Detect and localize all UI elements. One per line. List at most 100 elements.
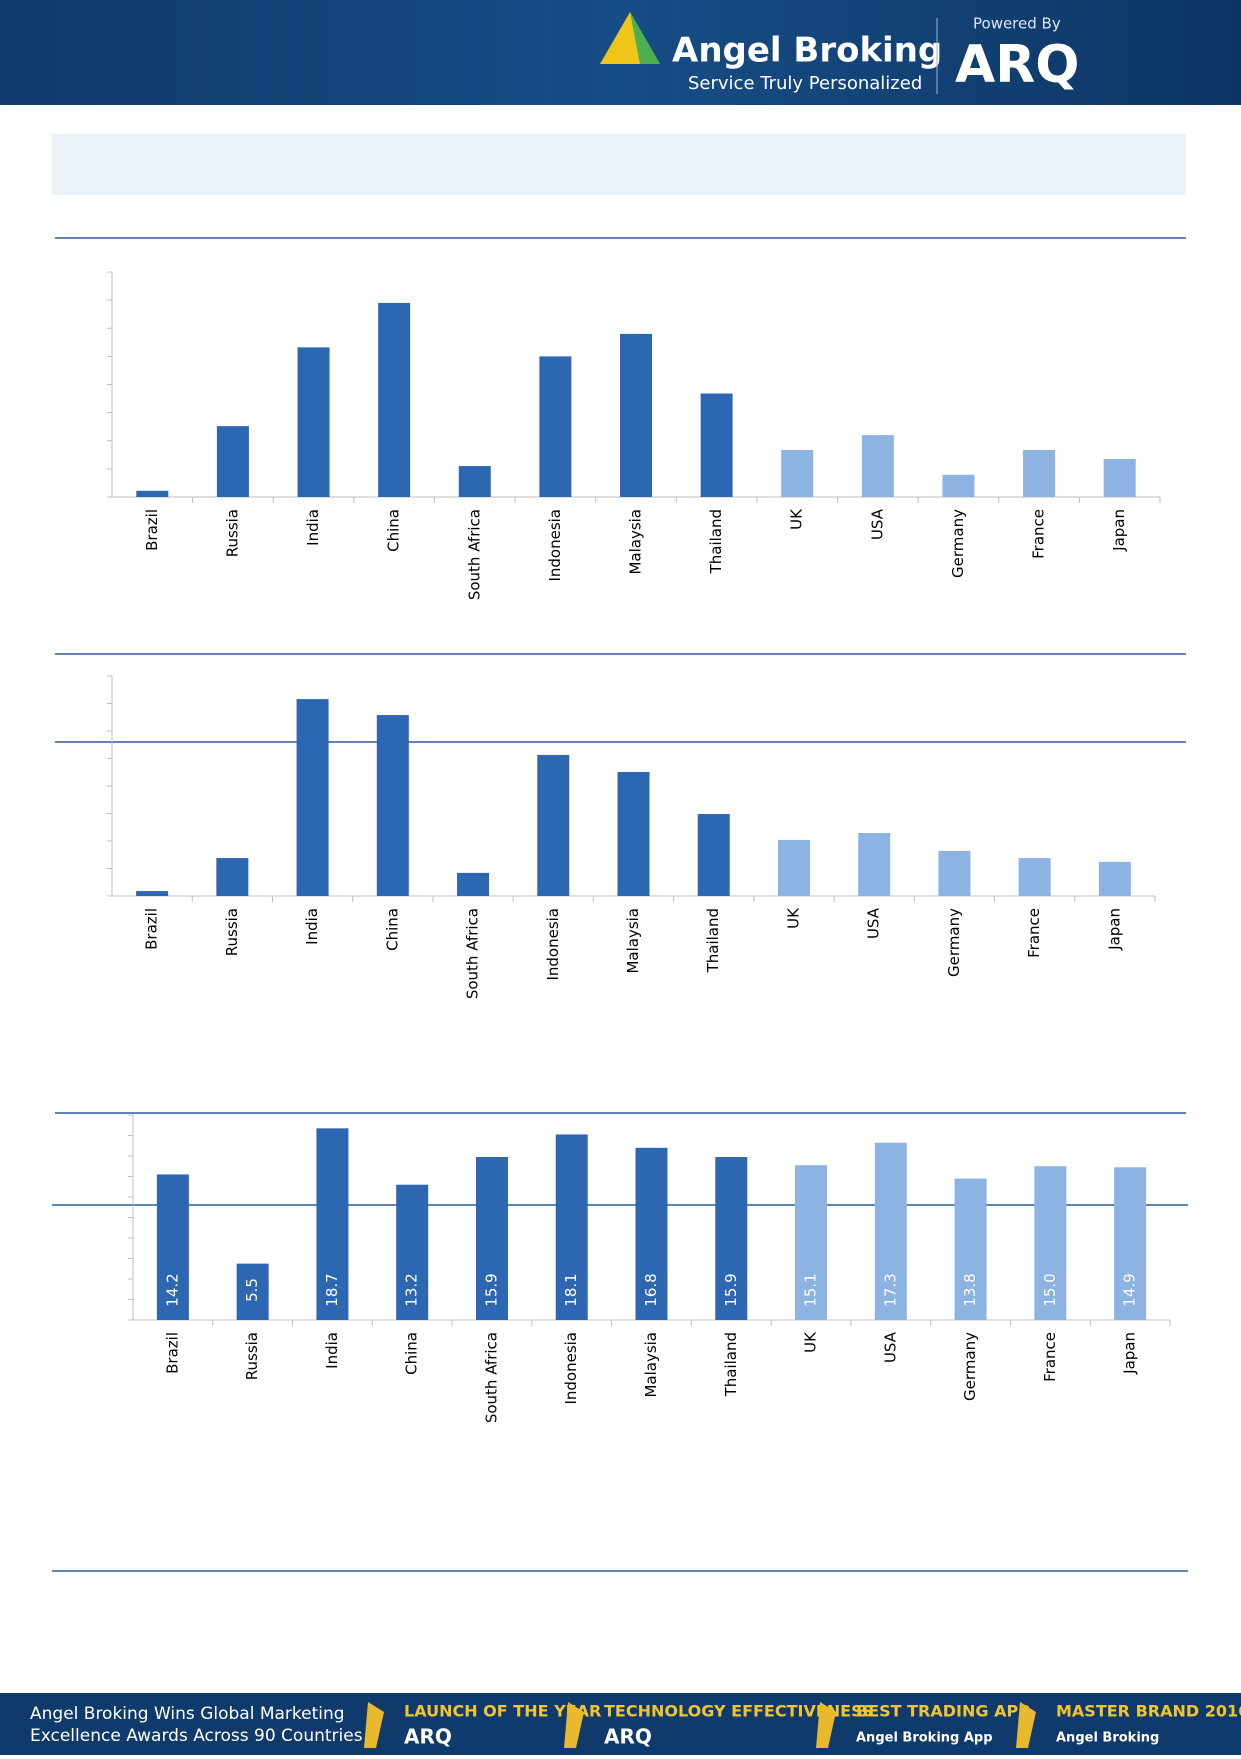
data-label: 18.7 xyxy=(323,1273,341,1306)
x-tick-label: Brazil xyxy=(143,509,161,551)
footer-banner xyxy=(0,1693,1241,1755)
x-tick-label: France xyxy=(1041,1332,1059,1382)
x-tick-label: Russia xyxy=(223,908,241,956)
x-tick-label: South Africa xyxy=(465,509,483,600)
x-tick-label: Malaysia xyxy=(624,908,642,974)
x-tick-label: UK xyxy=(802,1331,820,1353)
powered-by: Powered By xyxy=(973,15,1061,33)
bar xyxy=(236,1263,269,1320)
data-label: 14.2 xyxy=(163,1273,181,1306)
x-tick-label: Brazil xyxy=(163,1332,181,1374)
award-subtitle: ARQ xyxy=(604,1725,652,1749)
award-subtitle: Angel Broking App xyxy=(856,1731,993,1746)
bar xyxy=(1018,858,1051,896)
tagline: Service Truly Personalized xyxy=(688,73,922,94)
bar xyxy=(376,715,409,896)
product: ARQ xyxy=(955,35,1080,95)
award-subtitle: ARQ xyxy=(404,1725,452,1749)
bar xyxy=(635,1147,668,1320)
bar xyxy=(795,1165,828,1320)
footer-text: Excellence Awards Across 90 Countries xyxy=(30,1726,363,1746)
x-tick-label: Japan xyxy=(1121,1332,1139,1375)
x-tick-label: USA xyxy=(865,907,883,939)
x-tick-label: Japan xyxy=(1110,509,1128,552)
bar xyxy=(1098,861,1131,896)
bar xyxy=(136,490,169,497)
bar xyxy=(617,771,650,896)
bar xyxy=(1114,1167,1147,1320)
x-tick-label: Malaysia xyxy=(642,1332,660,1398)
bar xyxy=(457,872,490,896)
x-tick-label: Indonesia xyxy=(562,1332,580,1405)
award-title: LAUNCH OF THE YEAR xyxy=(404,1702,601,1721)
brand: Angel Broking xyxy=(672,31,942,71)
x-tick-label: Russia xyxy=(223,509,241,557)
x-tick-label: Thailand xyxy=(707,509,725,574)
x-tick-label: USA xyxy=(868,508,886,540)
data-label: 13.8 xyxy=(961,1273,979,1306)
x-tick-label: Germany xyxy=(949,509,967,578)
bar xyxy=(697,814,730,896)
bar xyxy=(316,1128,349,1320)
x-tick-label: India xyxy=(304,509,322,546)
x-tick-label: China xyxy=(403,1332,421,1375)
x-tick-label: India xyxy=(303,908,321,945)
bar xyxy=(715,1157,748,1320)
x-tick-label: France xyxy=(1025,908,1043,958)
bar xyxy=(458,466,491,497)
bar xyxy=(136,891,169,896)
bar xyxy=(781,450,814,497)
bar xyxy=(874,1142,907,1320)
footer-text: Angel Broking Wins Global Marketing xyxy=(30,1704,345,1724)
bar xyxy=(938,850,971,896)
award-icon xyxy=(364,1702,384,1748)
data-label: 5.5 xyxy=(243,1278,261,1302)
data-label: 15.9 xyxy=(722,1273,740,1306)
award-title: TECHNOLOGY EFFECTIVENESS xyxy=(604,1702,873,1721)
bar xyxy=(954,1178,987,1320)
x-tick-label: USA xyxy=(881,1331,899,1363)
bar xyxy=(1103,459,1136,497)
x-tick-label: Japan xyxy=(1105,908,1123,951)
award-title: BEST TRADING APP xyxy=(856,1702,1030,1721)
data-label: 15.1 xyxy=(802,1273,820,1306)
bar xyxy=(1023,450,1056,497)
x-tick-label: Malaysia xyxy=(627,509,645,575)
bar xyxy=(216,858,249,896)
bar xyxy=(537,754,570,896)
x-tick-label: Brazil xyxy=(143,908,161,950)
bar xyxy=(861,435,894,497)
bar xyxy=(942,474,975,497)
bar xyxy=(475,1157,508,1320)
data-label: 14.9 xyxy=(1121,1273,1139,1306)
x-tick-label: China xyxy=(385,509,403,552)
bar xyxy=(297,347,330,497)
bar xyxy=(858,833,891,896)
x-tick-label: Indonesia xyxy=(544,908,562,981)
x-tick-label: UK xyxy=(784,907,802,929)
logo-icon-accent xyxy=(630,12,660,64)
x-tick-label: Russia xyxy=(243,1332,261,1380)
x-tick-label: South Africa xyxy=(482,1332,500,1423)
x-tick-label: UK xyxy=(788,508,806,530)
x-tick-label: Thailand xyxy=(722,1332,740,1397)
x-tick-label: Germany xyxy=(961,1332,979,1401)
bar xyxy=(296,699,329,896)
x-tick-label: India xyxy=(323,1332,341,1369)
bar xyxy=(620,333,652,497)
x-tick-label: South Africa xyxy=(464,908,482,999)
bar xyxy=(555,1134,588,1320)
data-label: 13.2 xyxy=(403,1273,421,1306)
x-tick-label: Thailand xyxy=(704,908,722,973)
bar xyxy=(378,302,411,497)
data-label: 17.3 xyxy=(881,1273,899,1306)
x-tick-label: Indonesia xyxy=(546,509,564,582)
award-title: MASTER BRAND 2016 xyxy=(1056,1702,1241,1721)
section-box xyxy=(52,134,1186,195)
bar xyxy=(216,426,249,497)
x-tick-label: France xyxy=(1030,509,1048,559)
data-label: 18.1 xyxy=(562,1273,580,1306)
bar xyxy=(1034,1166,1067,1320)
award-icon xyxy=(1016,1702,1036,1748)
